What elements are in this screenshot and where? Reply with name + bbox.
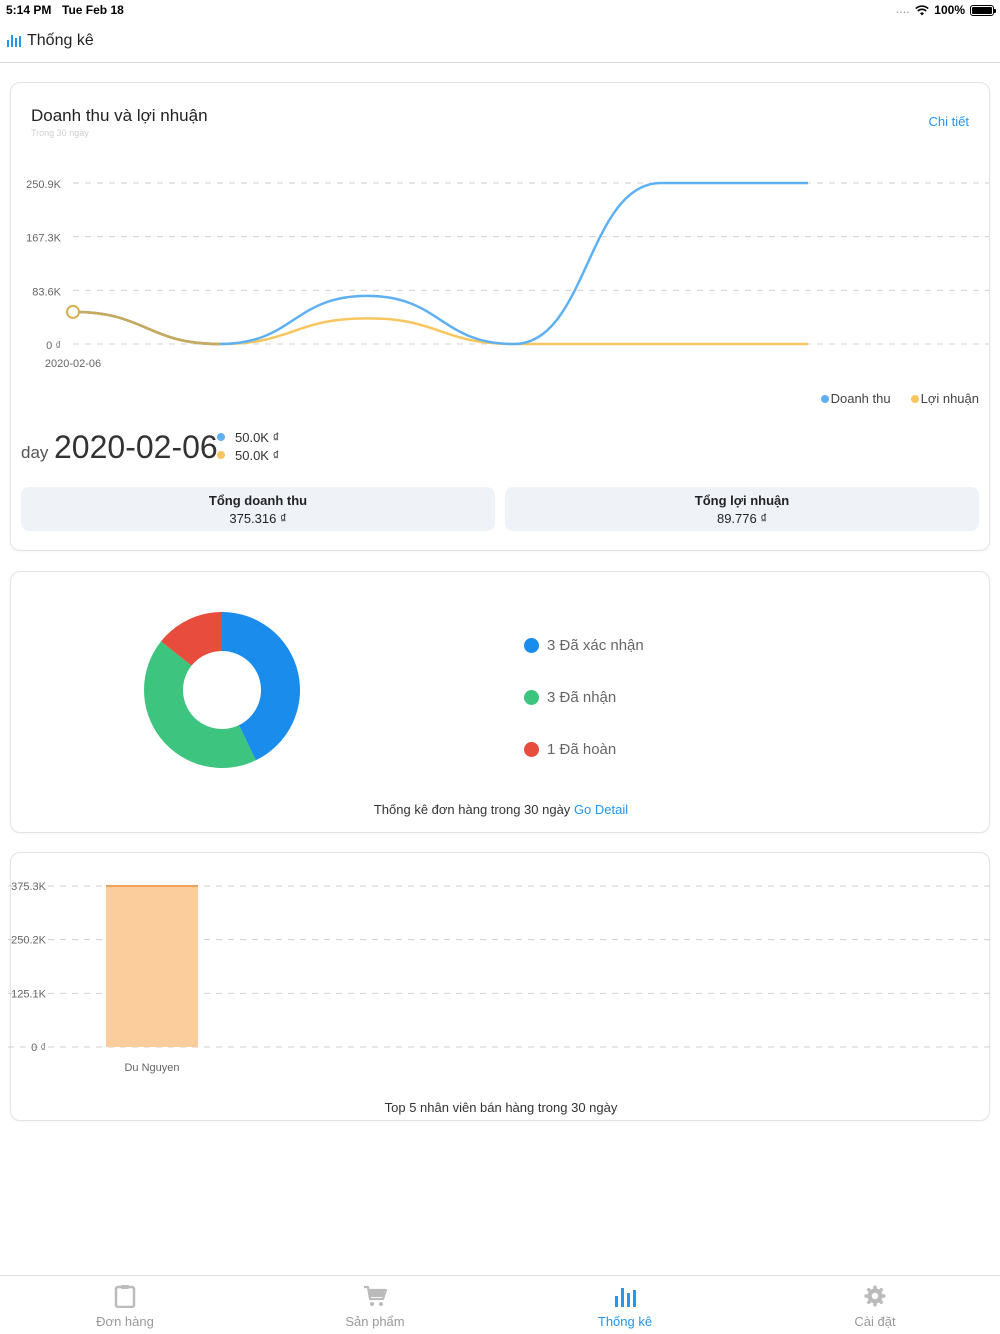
battery-percent: 100%	[934, 3, 965, 17]
status-bar: 5:14 PM Tue Feb 18 .... 100%	[0, 0, 1000, 20]
y-tick-label: 83.6K	[32, 286, 61, 298]
profit-line	[72, 310, 808, 346]
top-staff-footer: Top 5 nhân viên bán hàng trong 30 ngày	[384, 1100, 618, 1115]
tab-statistics[interactable]: Thống kê	[500, 1276, 750, 1334]
y-tick-label: 250.9K	[26, 179, 62, 191]
legend-label-returned: 1 Đã hoàn	[547, 740, 617, 758]
donut-slice-returned	[161, 612, 222, 666]
total-profit-label: Tổng lợi nhuận	[694, 493, 790, 508]
legend-dot-confirmed	[524, 637, 539, 653]
legend-item-revenue[interactable]: Doanh thu	[820, 391, 891, 406]
legend-dot-returned	[524, 741, 539, 757]
tab-settings-label: Cài đặt	[854, 1314, 896, 1329]
clipboard-icon	[114, 1285, 136, 1308]
revenue-profit-card: Doanh thu và lợi nhuận Trong 30 ngày Chi…	[10, 82, 990, 551]
tab-products-label: Sản phẩm	[345, 1314, 405, 1329]
legend-dot-revenue	[820, 394, 829, 403]
y-tick-label: 0 ₫	[31, 1042, 46, 1054]
x-tick-label: Du Nguyen	[124, 1062, 179, 1074]
selected-profit-row: 50.0K ₫	[217, 446, 279, 464]
selected-revenue-dot	[217, 433, 225, 441]
orders-legend-confirmed[interactable]: 3 Đã xác nhận	[524, 619, 644, 671]
donut-slice-received	[143, 641, 256, 768]
gear-icon	[864, 1285, 886, 1307]
cart-icon	[364, 1285, 387, 1306]
tab-bar: Đơn hàng Sản phẩm Thống kê	[0, 1275, 1000, 1334]
y-tick-label: 250.2K	[11, 935, 47, 947]
y-tick-label: 125.1K	[11, 988, 47, 1000]
revenue-line	[72, 181, 808, 346]
legend-label-profit: Lợi nhuận	[920, 391, 979, 406]
tab-orders-label: Đơn hàng	[96, 1314, 154, 1329]
x-tick-label: 2020-02-06	[45, 358, 101, 370]
legend-dot-received	[524, 689, 539, 705]
selected-date: 2020-02-06	[54, 429, 218, 465]
bar-chart-icon	[615, 1288, 636, 1307]
tab-orders[interactable]: Đơn hàng	[0, 1276, 250, 1334]
legend-label-received: 3 Đã nhận	[547, 688, 617, 706]
total-profit-value: 89.776 ₫	[716, 511, 768, 526]
line-chart-legend: Doanh thu Lợi nhuận	[820, 391, 979, 406]
orders-legend-returned[interactable]: 1 Đã hoàn	[524, 723, 644, 775]
overlap-line	[72, 310, 221, 346]
total-revenue-box: Tổng doanh thu 375.316 ₫	[21, 487, 495, 531]
orders-card: 3 Đã xác nhận 3 Đã nhận 1 Đã hoàn Thống …	[10, 571, 990, 833]
y-tick-label: 167.3K	[26, 233, 62, 245]
tab-settings[interactable]: Cài đặt	[750, 1276, 1000, 1334]
orders-footer: Thống kê đơn hàng trong 30 ngày Go Detai…	[11, 802, 991, 817]
total-profit-box: Tổng lợi nhuận 89.776 ₫	[505, 487, 979, 531]
selected-profit-dot	[217, 451, 225, 459]
donut-slice-confirmed	[222, 612, 300, 761]
nav-header: Thống kê	[0, 22, 1000, 63]
legend-item-profit[interactable]: Lợi nhuận	[910, 391, 979, 406]
legend-label-revenue: Doanh thu	[830, 391, 891, 406]
status-date: Tue Feb 18	[62, 3, 124, 17]
y-tick-label: 0 ₫	[46, 340, 61, 352]
tab-statistics-label: Thống kê	[597, 1314, 653, 1329]
page-title: Thống kê	[27, 32, 94, 49]
status-indicators: .... 100%	[896, 3, 996, 17]
orders-legend: 3 Đã xác nhận 3 Đã nhận 1 Đã hoàn	[524, 619, 644, 775]
total-revenue-label: Tổng doanh thu	[208, 493, 308, 508]
revenue-card-subtitle: Trong 30 ngày	[31, 128, 89, 138]
signal-icon: ....	[896, 5, 911, 15]
legend-label-confirmed: 3 Đã xác nhận	[547, 636, 644, 654]
selected-unit: day	[21, 443, 49, 462]
detail-link[interactable]: Chi tiết	[928, 114, 969, 129]
status-time: 5:14 PM	[6, 3, 52, 17]
total-revenue-value: 375.316 ₫	[229, 511, 287, 526]
selected-values: 50.0K ₫ 50.0K ₫	[217, 428, 279, 464]
revenue-line-chart[interactable]: 0 ₫ 83.6K 167.3K 250.9K 2020-02-06	[11, 83, 991, 383]
selected-revenue-row: 50.0K ₫	[217, 428, 279, 446]
y-tick-label: 375.3K	[11, 881, 47, 893]
wifi-icon	[915, 4, 930, 15]
battery-icon	[970, 4, 996, 16]
orders-footer-text: Thống kê đơn hàng trong 30 ngày	[373, 802, 571, 817]
selected-profit: 50.0K ₫	[235, 447, 280, 463]
selected-revenue: 50.0K ₫	[235, 429, 280, 445]
orders-legend-received[interactable]: 3 Đã nhận	[524, 671, 644, 723]
tab-products[interactable]: Sản phẩm	[250, 1276, 500, 1334]
go-detail-link[interactable]: Go Detail	[573, 802, 629, 817]
top-staff-bar-chart[interactable]: 0 ₫ 125.1K 250.2K 375.3K Du Nguyen	[0, 852, 1000, 1092]
selected-point-marker	[66, 304, 80, 319]
legend-dot-profit	[910, 394, 919, 403]
revenue-card-title: Doanh thu và lợi nhuận	[31, 106, 208, 125]
orders-donut-chart[interactable]	[142, 610, 302, 770]
bar	[106, 885, 198, 1047]
bar-chart-icon	[7, 35, 21, 47]
